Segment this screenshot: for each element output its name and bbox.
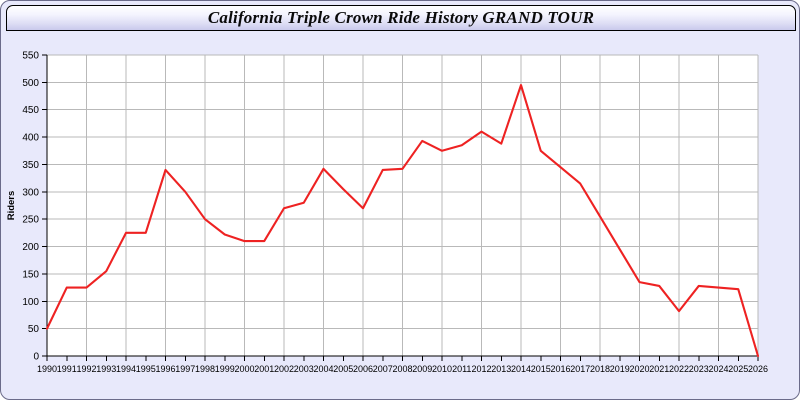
- chart-container: 0 50 100 150 200 250 300 350 400 450 500 550 1990 19…: [1, 33, 799, 399]
- riders-series-line: [45, 84, 760, 358]
- x-tick-label: 2026: [748, 364, 768, 374]
- x-tick-label: 2011: [452, 364, 471, 374]
- x-axis-ticks: 1990 1991 1992 1993 1994 1995 1996 1997 1998 1999…: [37, 356, 768, 374]
- x-tick-label: 1995: [136, 364, 156, 374]
- x-tick-label: 1997: [175, 364, 195, 374]
- y-tick-label: 450: [22, 105, 39, 116]
- x-tick-label: 2023: [689, 364, 709, 374]
- y-tick-label: 550: [22, 51, 39, 62]
- y-tick-label: 300: [22, 187, 39, 198]
- y-tick-label: 150: [22, 269, 39, 280]
- x-tick-label: 1996: [155, 364, 175, 374]
- y-axis-label: Riders: [6, 191, 17, 221]
- x-tick-label: 1991: [57, 364, 77, 374]
- y-tick-label: 0: [33, 352, 39, 363]
- x-tick-label: 2017: [570, 364, 590, 374]
- x-tick-label: 1999: [215, 364, 235, 374]
- x-tick-label: 1993: [96, 364, 116, 374]
- x-tick-label: 2021: [649, 364, 669, 374]
- x-tick-label: 2025: [728, 364, 748, 374]
- x-tick-label: 2005: [333, 364, 353, 374]
- x-tick-label: 2008: [392, 364, 412, 374]
- x-tick-label: 2010: [432, 364, 452, 374]
- x-tick-label: 2000: [234, 364, 254, 374]
- y-tick-label: 500: [22, 78, 39, 89]
- x-tick-label: 2009: [412, 364, 432, 374]
- x-tick-label: 1998: [195, 364, 215, 374]
- x-tick-label: 2004: [313, 364, 333, 374]
- y-tick-label: 400: [22, 133, 39, 144]
- x-tick-label: 2020: [629, 364, 649, 374]
- x-tick-label: 2016: [550, 364, 570, 374]
- x-tick-label: 2013: [491, 364, 511, 374]
- x-tick-label: 1990: [37, 364, 57, 374]
- window-title-bar: California Triple Crown Ride History GRA…: [6, 5, 796, 31]
- y-axis-ticks: 0 50 100 150 200 250 300 350 400 450 500 550: [22, 51, 47, 363]
- x-tick-label: 1994: [116, 364, 136, 374]
- x-tick-label: 2006: [353, 364, 373, 374]
- y-tick-label: 50: [28, 324, 40, 335]
- x-tick-label: 2003: [294, 364, 314, 374]
- y-tick-label: 350: [22, 160, 39, 171]
- x-tick-label: 1992: [76, 364, 96, 374]
- x-tick-label: 2001: [254, 364, 274, 374]
- y-tick-label: 200: [22, 242, 39, 253]
- x-tick-label: 2014: [511, 364, 531, 374]
- y-tick-label: 100: [22, 297, 39, 308]
- x-tick-label: 2019: [610, 364, 630, 374]
- x-tick-label: 2018: [590, 364, 610, 374]
- page-title: California Triple Crown Ride History GRA…: [207, 8, 595, 27]
- y-tick-label: 250: [22, 215, 39, 226]
- x-tick-label: 2024: [708, 364, 728, 374]
- x-tick-label: 2007: [373, 364, 393, 374]
- x-tick-label: 2022: [669, 364, 689, 374]
- x-tick-label: 2015: [531, 364, 551, 374]
- x-tick-label: 2012: [471, 364, 491, 374]
- x-tick-label: 2002: [274, 364, 294, 374]
- grid-lines: [47, 54, 759, 356]
